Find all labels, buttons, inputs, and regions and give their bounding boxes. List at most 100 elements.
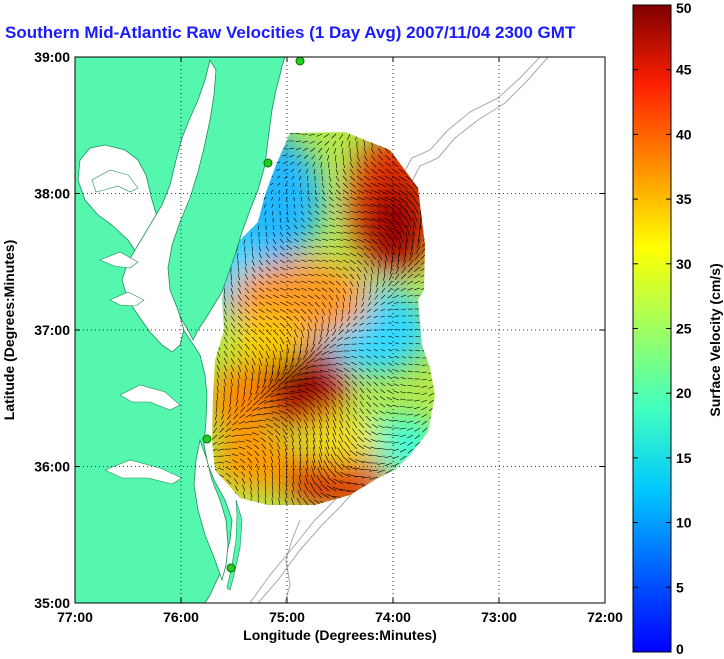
velocity-vector [413, 280, 421, 284]
velocity-vector [358, 422, 365, 429]
velocity-vector [241, 399, 246, 407]
velocity-vector [387, 375, 393, 380]
velocity-vector [309, 140, 316, 144]
velocity-vector [321, 182, 325, 189]
velocity-vector [336, 454, 344, 464]
colorbar-tick-label: 50 [676, 0, 692, 16]
velocity-vector [349, 231, 358, 235]
velocity-vector [231, 447, 239, 450]
velocity-vector [343, 356, 351, 359]
velocity-vector [237, 252, 239, 260]
velocity-vector [230, 378, 233, 386]
velocity-vector [342, 231, 350, 234]
velocity-vector [394, 301, 400, 304]
velocity-vector [381, 335, 386, 338]
velocity-vector [293, 245, 300, 249]
velocity-vector [379, 410, 386, 415]
velocity-vector [384, 210, 395, 217]
velocity-vector [335, 280, 341, 286]
velocity-vector [251, 322, 258, 328]
velocity-vector [342, 266, 349, 271]
velocity-vector [258, 252, 262, 259]
velocity-vector [384, 147, 390, 154]
velocity-vector [307, 393, 316, 401]
velocity-vector [303, 147, 309, 151]
velocity-vector [277, 189, 281, 194]
velocity-vector [257, 406, 267, 410]
velocity-vector [413, 399, 421, 402]
velocity-vector [342, 161, 346, 169]
velocity-vector [394, 280, 400, 286]
velocity-vector [231, 427, 239, 432]
velocity-vector [371, 431, 379, 436]
velocity-vector [244, 301, 250, 307]
velocity-vector [297, 427, 302, 436]
velocity-vector [421, 399, 428, 403]
velocity-vector [339, 322, 344, 329]
velocity-vector [314, 315, 318, 323]
velocity-vector [354, 475, 365, 478]
velocity-vector [356, 196, 365, 201]
velocity-vector [394, 376, 400, 380]
velocity-vector [299, 447, 302, 457]
colorbar-tick-label: 10 [676, 515, 692, 531]
velocity-vector [265, 287, 272, 292]
velocity-vector [262, 456, 267, 464]
velocity-vector [251, 315, 258, 321]
velocity-vector [305, 168, 309, 174]
velocity-vector [307, 315, 312, 323]
velocity-vector [230, 357, 235, 365]
velocity-vector [281, 421, 288, 429]
velocity-vector [394, 362, 400, 366]
velocity-vector [335, 259, 343, 263]
velocity-vector [279, 322, 286, 329]
velocity-vector [293, 315, 300, 322]
velocity-vector [293, 280, 301, 284]
velocity-vector [312, 426, 316, 436]
velocity-vector [305, 468, 309, 478]
velocity-vector [296, 497, 302, 505]
velocity-vector [332, 419, 337, 429]
velocity-vector [270, 392, 281, 398]
velocity-vector [366, 315, 372, 319]
velocity-vector [314, 280, 322, 284]
velocity-vector [328, 238, 336, 241]
velocity-vector [391, 210, 401, 219]
velocity-vector [359, 368, 365, 373]
velocity-vector [307, 294, 314, 299]
velocity-vector [230, 287, 234, 295]
velocity-vector [279, 308, 287, 313]
velocity-vector [319, 154, 323, 161]
velocity-vector [414, 252, 421, 261]
velocity-vector [331, 133, 337, 139]
velocity-vector [279, 273, 286, 277]
velocity-vector [274, 429, 281, 436]
velocity-vector [377, 182, 387, 188]
velocity-vector [356, 182, 364, 188]
velocity-vector [384, 168, 393, 174]
velocity-vector [230, 273, 232, 281]
velocity-vector [309, 482, 316, 492]
velocity-vector [314, 252, 322, 255]
velocity-vector [237, 357, 242, 365]
velocity-vector [245, 433, 253, 436]
velocity-vector [384, 462, 393, 466]
velocity-vector [331, 399, 337, 408]
velocity-vector [332, 426, 337, 436]
velocity-vector [332, 433, 337, 443]
velocity-vector [337, 386, 344, 394]
velocity-vector [384, 259, 387, 268]
velocity-vector [382, 280, 386, 287]
velocity-vector [398, 168, 407, 175]
velocity-vector [237, 266, 240, 274]
velocity-vector [370, 224, 380, 230]
velocity-vector [304, 482, 309, 492]
velocity-vector [370, 182, 379, 187]
velocity-vector [342, 154, 344, 162]
velocity-vector [271, 484, 274, 492]
velocity-vector [352, 322, 358, 327]
velocity-vector [321, 475, 330, 485]
velocity-vector [265, 364, 267, 375]
velocity-vector [394, 369, 400, 373]
velocity-vector [217, 467, 225, 471]
